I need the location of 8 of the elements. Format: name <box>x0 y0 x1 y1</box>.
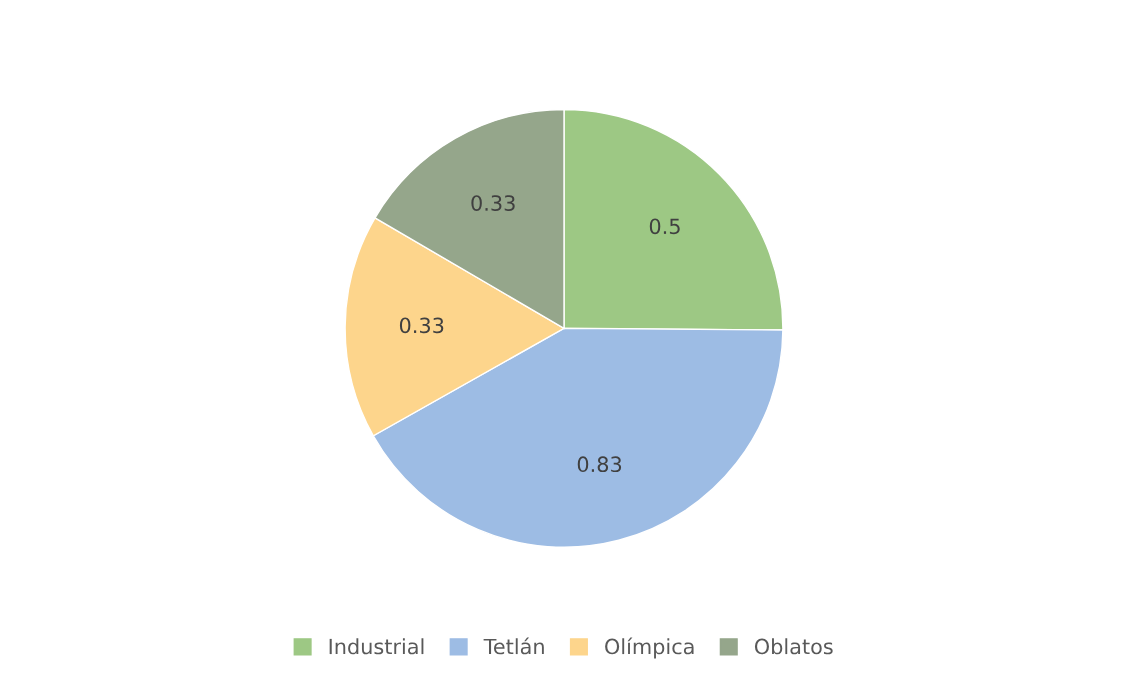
data-label: 0.33 <box>399 317 444 334</box>
legend-label: Olímpica <box>605 637 694 659</box>
legend-label: Tetlán <box>483 637 544 655</box>
legend-label: Oblatos <box>754 638 833 655</box>
data-label: 0.5 <box>649 218 680 235</box>
legend-label: Industrial <box>329 638 424 655</box>
data-label: 0.33 <box>471 195 515 211</box>
data-label: 0.83 <box>577 456 622 473</box>
